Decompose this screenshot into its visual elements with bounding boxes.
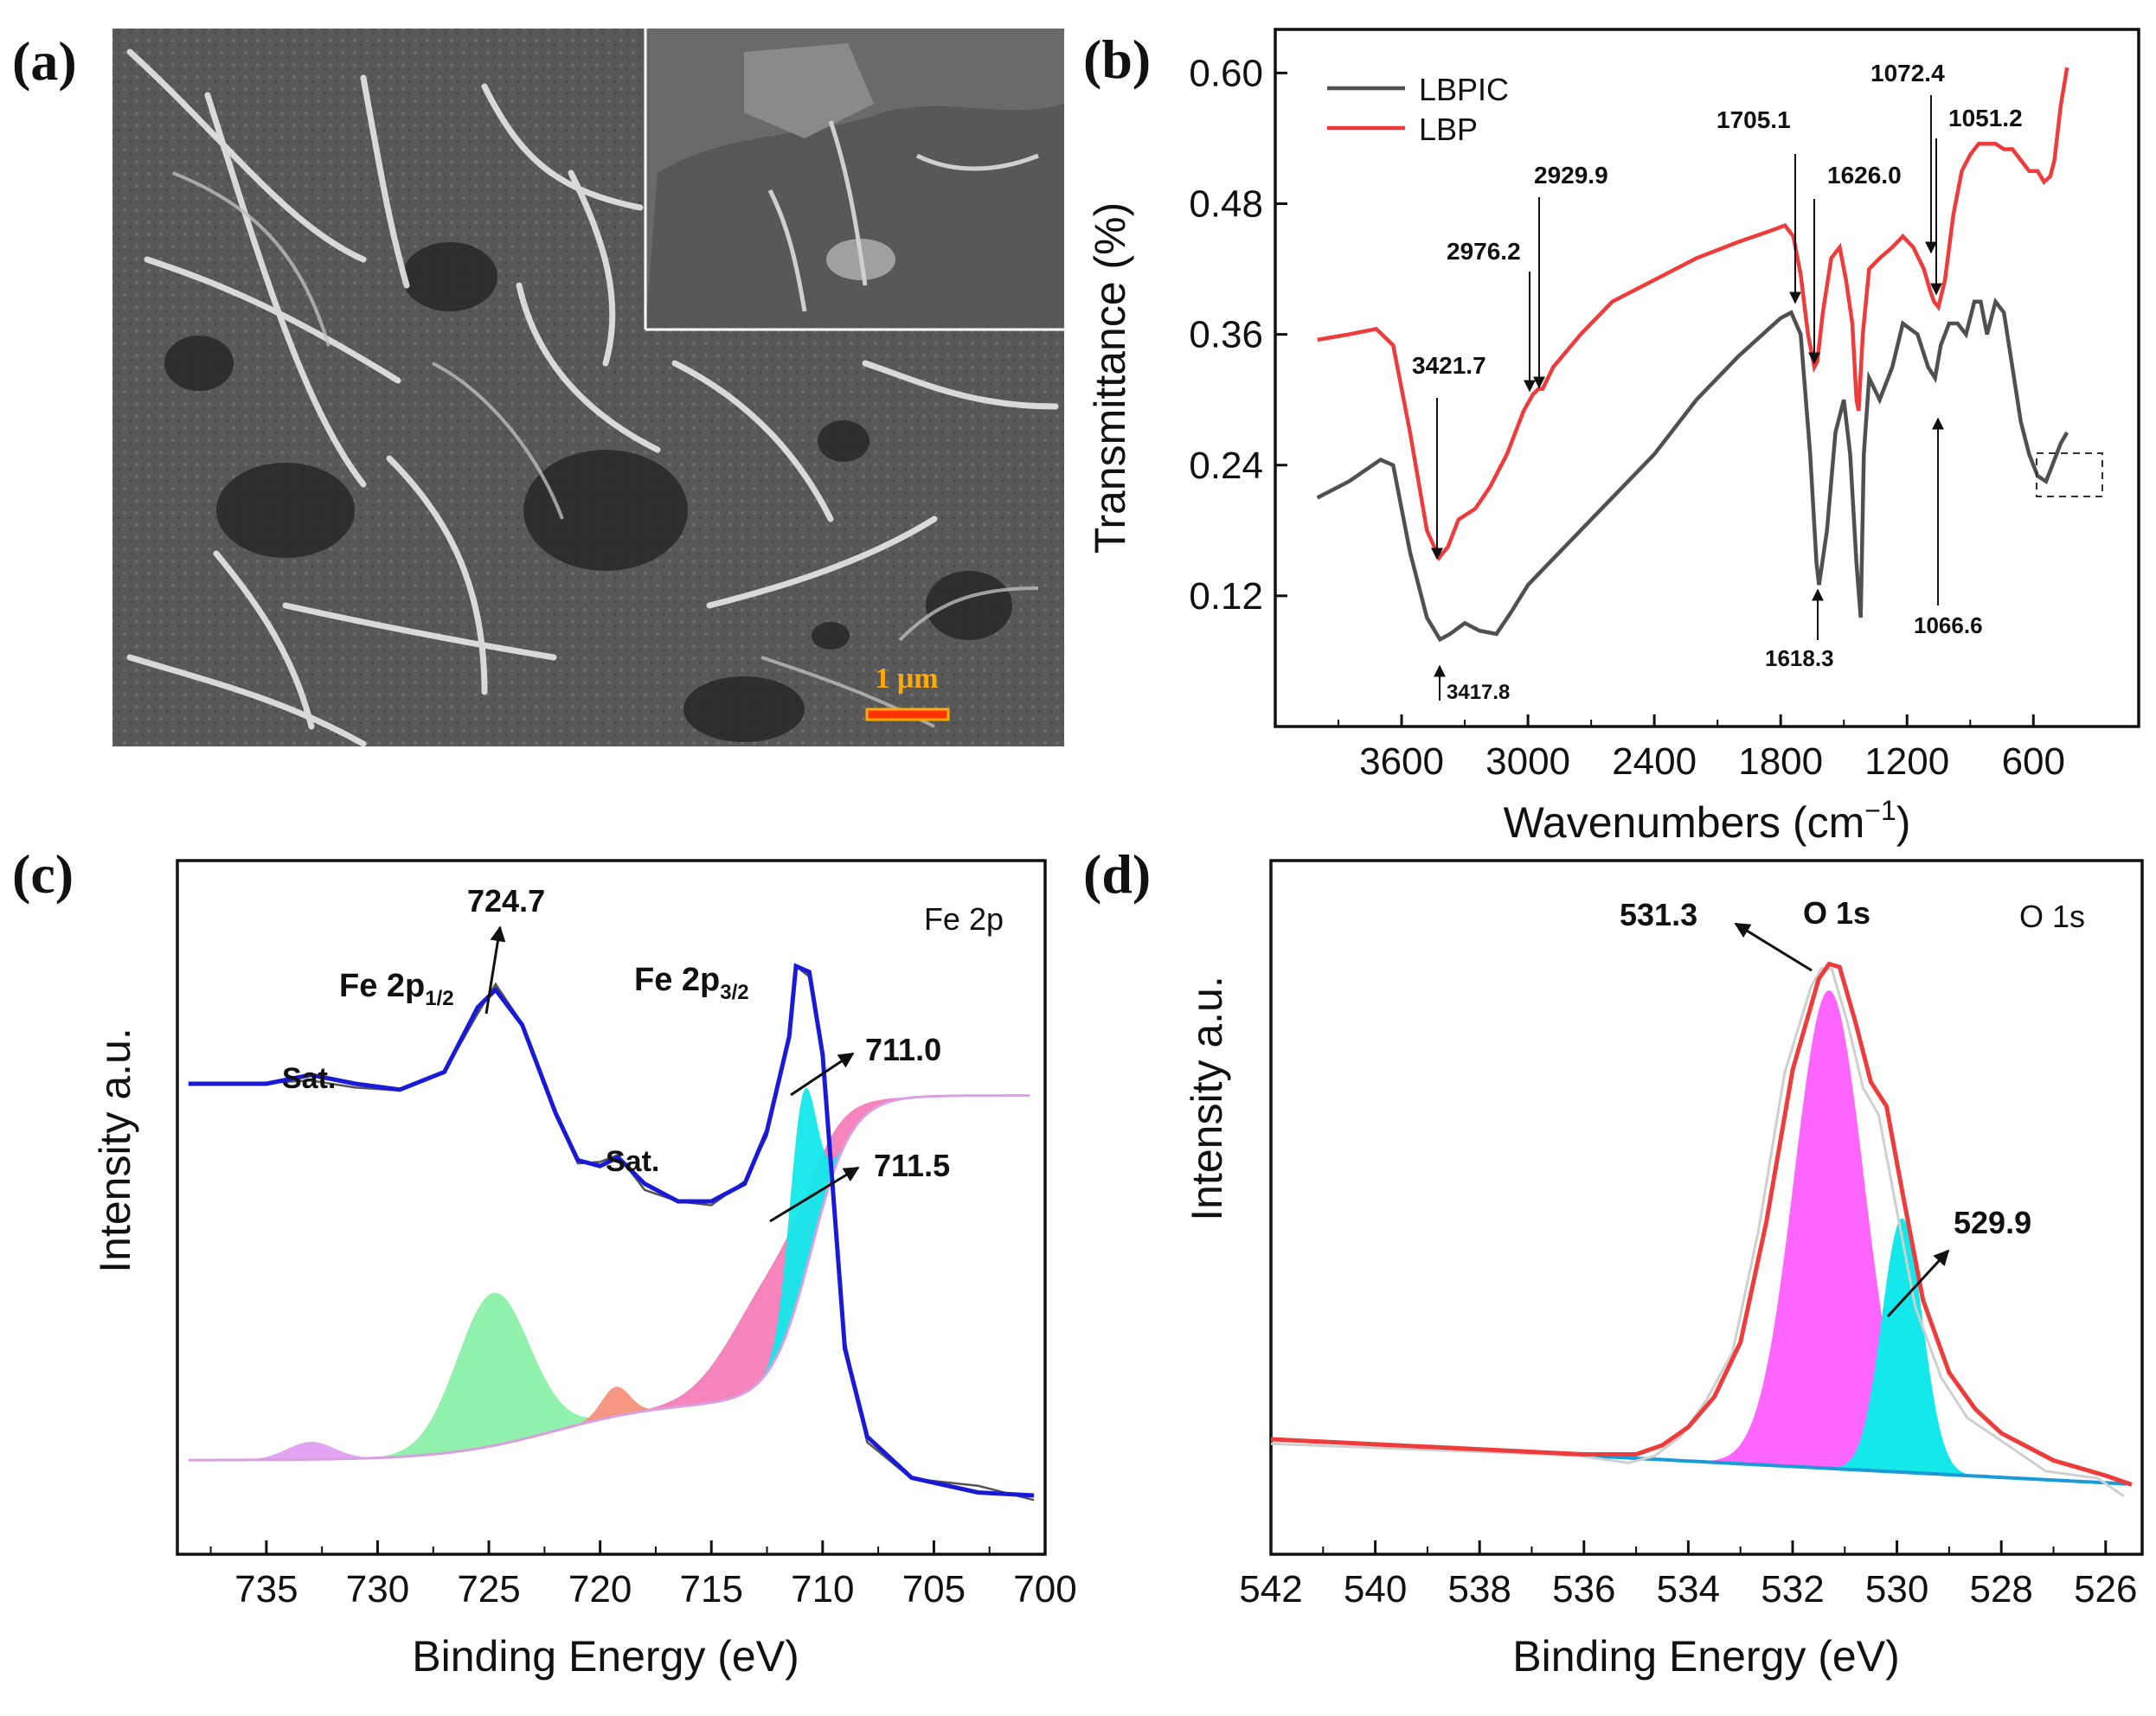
annotations-c: 724.7 Fe 2p1/2 Fe 2p3/2 711.0 711.5 Sat.… bbox=[282, 883, 950, 1223]
ann-1705: 1705.1 bbox=[1716, 106, 1791, 133]
y-tick-label-b: 0.12 bbox=[1189, 575, 1263, 618]
x-tick-label-c: 700 bbox=[1013, 1568, 1076, 1610]
scale-bar-label: 1 μm bbox=[875, 663, 938, 695]
fe-711-0-fill bbox=[188, 1087, 1032, 1461]
ann-fe-2p32: Fe 2p3/2 bbox=[634, 962, 749, 1004]
y-tick-label-b: 0.24 bbox=[1189, 445, 1263, 487]
plot-frame-c bbox=[176, 859, 1047, 1556]
plot-area-b bbox=[1316, 67, 2069, 643]
ann-1618: 1618.3 bbox=[1765, 645, 1834, 671]
legend-b: LBPIC LBP bbox=[1327, 72, 1509, 147]
annotations-b: 3421.7 2976.2 2929.9 1705.1 1626.0 1072.… bbox=[1412, 60, 2023, 704]
ann-3421: 3421.7 bbox=[1412, 352, 1486, 379]
x-tick-label-b: 1800 bbox=[1738, 740, 1823, 783]
x-tick-label-c: 715 bbox=[680, 1568, 743, 1610]
sem-image bbox=[112, 29, 1064, 746]
x-tick-label-c: 705 bbox=[902, 1568, 966, 1610]
plot-frame-d bbox=[1269, 859, 2144, 1556]
x-tick-label-d: 526 bbox=[2074, 1568, 2137, 1610]
x-tick-label-c: 720 bbox=[568, 1568, 632, 1610]
panel-b: (b) 3600 3000 2400 1800 1200 600 0.60 0.48 0.36 0… bbox=[1083, 28, 2140, 847]
panel-d: (d) 542 540 538 536 534 532 530 528 526 O 1s 531… bbox=[1083, 843, 2144, 1681]
corner-label-d: O 1s bbox=[2019, 899, 2085, 934]
y-tick-label-b: 0.60 bbox=[1189, 52, 1263, 94]
annotations-d: 531.3 O 1s 529.9 bbox=[1620, 895, 2031, 1318]
panel-b-label: (b) bbox=[1083, 29, 1151, 90]
ann-3417: 3417.8 bbox=[1447, 681, 1510, 704]
axis-ticks-b: 3600 3000 2400 1800 1200 600 0.60 0.48 0.36 0.24 0… bbox=[1189, 52, 2065, 783]
axis-ticks-d: 542 540 538 536 534 532 530 528 526 bbox=[1239, 1540, 2138, 1610]
o-envelope bbox=[1271, 961, 2133, 1487]
x-tick-label-d: 542 bbox=[1239, 1568, 1302, 1610]
x-tick-label-d: 536 bbox=[1552, 1568, 1615, 1610]
ann-1066: 1066.6 bbox=[1914, 612, 1983, 638]
panel-c: (c) 735 730 725 720 715 710 705 700 Fe 2p 724.7… bbox=[12, 843, 1077, 1681]
panel-a-label: (a) bbox=[12, 30, 77, 92]
x-axis-label-c: Binding Energy (eV) bbox=[412, 1632, 799, 1681]
fe-baseline bbox=[188, 1094, 1030, 1462]
legend-lbpic: LBPIC bbox=[1419, 72, 1509, 107]
lbpic-line bbox=[1316, 297, 2069, 643]
corner-label-c: Fe 2p bbox=[924, 901, 1004, 937]
plot-frame-b bbox=[1274, 28, 2140, 728]
y-tick-label-b: 0.36 bbox=[1189, 314, 1263, 356]
ann-2929: 2929.9 bbox=[1534, 162, 1608, 189]
ann-2976: 2976.2 bbox=[1447, 238, 1521, 265]
ann-531: 531.3 bbox=[1620, 897, 1697, 932]
y-tick-label-b: 0.48 bbox=[1189, 183, 1263, 226]
x-tick-label-b: 3600 bbox=[1359, 740, 1444, 783]
panel-c-label: (c) bbox=[12, 843, 74, 905]
x-tick-label-d: 528 bbox=[1969, 1568, 2032, 1610]
o-raw-data bbox=[1271, 967, 2125, 1498]
lbp-line bbox=[1317, 67, 2069, 562]
x-axis-label-d: Binding Energy (eV) bbox=[1512, 1632, 1899, 1681]
y-axis-label-c: Intensity a.u. bbox=[91, 1028, 139, 1273]
ann-o1s: O 1s bbox=[1803, 895, 1870, 931]
x-tick-label-c: 730 bbox=[346, 1568, 409, 1610]
ann-711-5: 711.5 bbox=[874, 1148, 950, 1183]
sem-inset bbox=[645, 43, 1064, 330]
ann-529: 529.9 bbox=[1954, 1205, 2031, 1240]
x-tick-label-d: 538 bbox=[1447, 1568, 1511, 1610]
x-tick-label-c: 735 bbox=[234, 1568, 298, 1610]
x-axis-label-b: Wavenumbers (cm−1) bbox=[1504, 795, 1911, 847]
panel-a: (a) bbox=[12, 29, 1064, 746]
scale-bar bbox=[865, 708, 950, 721]
ann-fe-2p12: Fe 2p1/2 bbox=[339, 968, 454, 1010]
ann-1051: 1051.2 bbox=[1948, 105, 2023, 131]
ann-sat-1: Sat. bbox=[282, 1062, 336, 1095]
ann-sat-2: Sat. bbox=[606, 1145, 659, 1178]
x-tick-label-b: 3000 bbox=[1485, 740, 1570, 783]
x-tick-label-b: 600 bbox=[2002, 740, 2065, 783]
ann-1072: 1072.4 bbox=[1870, 60, 1945, 86]
x-tick-label-d: 532 bbox=[1761, 1568, 1824, 1610]
axis-ticks-c: 735 730 725 720 715 710 705 700 bbox=[209, 1540, 1077, 1610]
x-tick-label-d: 530 bbox=[1865, 1568, 1928, 1610]
zoom-box bbox=[2036, 452, 2103, 497]
x-tick-label-b: 1200 bbox=[1864, 740, 1949, 783]
plot-area-c bbox=[188, 963, 1035, 1502]
ann-1626: 1626.0 bbox=[1827, 162, 1902, 189]
ann-711-0: 711.0 bbox=[865, 1032, 941, 1067]
y-axis-label-b: Transmittance (%) bbox=[1086, 202, 1134, 554]
legend-lbp: LBP bbox=[1419, 112, 1478, 147]
fe-peak-fills bbox=[188, 1087, 1032, 1462]
x-tick-label-c: 725 bbox=[457, 1568, 520, 1610]
x-tick-label-d: 534 bbox=[1657, 1568, 1720, 1610]
x-tick-label-b: 2400 bbox=[1612, 740, 1697, 783]
x-tick-label-c: 710 bbox=[791, 1568, 854, 1610]
panel-d-label: (d) bbox=[1083, 843, 1151, 905]
x-tick-label-d: 540 bbox=[1344, 1568, 1407, 1610]
y-axis-label-d: Intensity a.u. bbox=[1183, 976, 1231, 1221]
ann-724: 724.7 bbox=[467, 883, 545, 919]
fe-envelope bbox=[188, 963, 1035, 1498]
